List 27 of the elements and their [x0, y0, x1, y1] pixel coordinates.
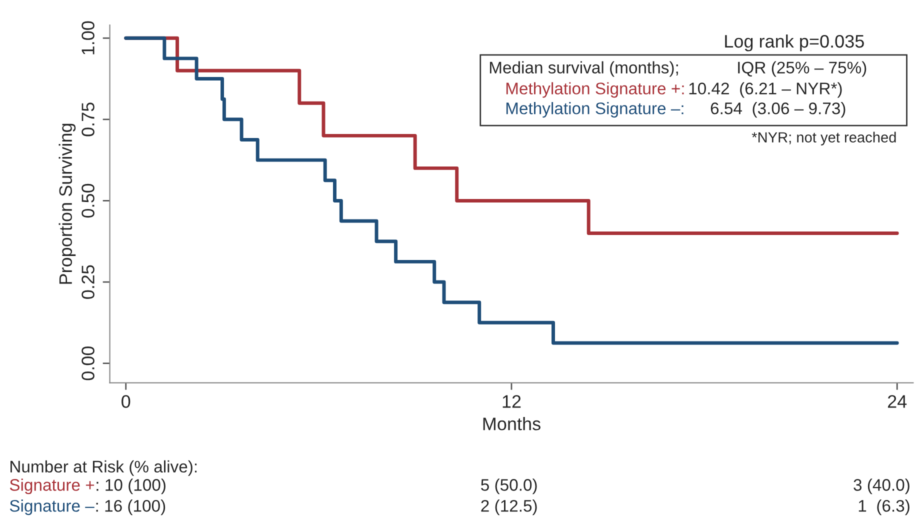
text: Signature +: [10, 478, 94, 494]
text: Methylation Signature +:: [506, 82, 684, 98]
y-tick-label: 0.00: [82, 346, 94, 380]
annotation: 10.42 (6.21 – NYR*): [689, 82, 842, 98]
text: : 10 (100): [96, 478, 166, 494]
x-tick-label: 24: [888, 395, 907, 408]
text: 2 (12.5): [481, 500, 537, 516]
annotation: *NYR; not yet reached: [752, 132, 896, 146]
y-tick-label: 0.50: [82, 184, 94, 218]
text: Signature –: [10, 500, 94, 516]
text: Methylation Signature –:: [506, 102, 684, 118]
annotation: Log rank p=0.035: [725, 34, 864, 52]
text: 1 (6.3): [858, 500, 910, 516]
annotation: Median survival (months);: [490, 61, 678, 77]
text: 3 (40.0): [854, 478, 910, 494]
y-axis-title: Proportion Surviving: [58, 124, 76, 284]
annotation: 6.54 (3.06 – 9.73): [710, 102, 846, 118]
x-tick-label: 0: [122, 395, 130, 408]
x-tick-label: 12: [502, 395, 521, 408]
annotation: IQR (25% – 75%): [738, 61, 866, 77]
y-tick-label: 0.75: [82, 102, 94, 136]
text: 5 (50.0): [481, 478, 537, 494]
y-tick-label: 0.25: [82, 265, 94, 299]
text: : 16 (100): [96, 500, 166, 516]
text: Number at Risk (% alive):: [10, 460, 197, 476]
x-axis-title: Months: [483, 417, 540, 430]
y-tick-label: 1.00: [82, 21, 94, 54]
